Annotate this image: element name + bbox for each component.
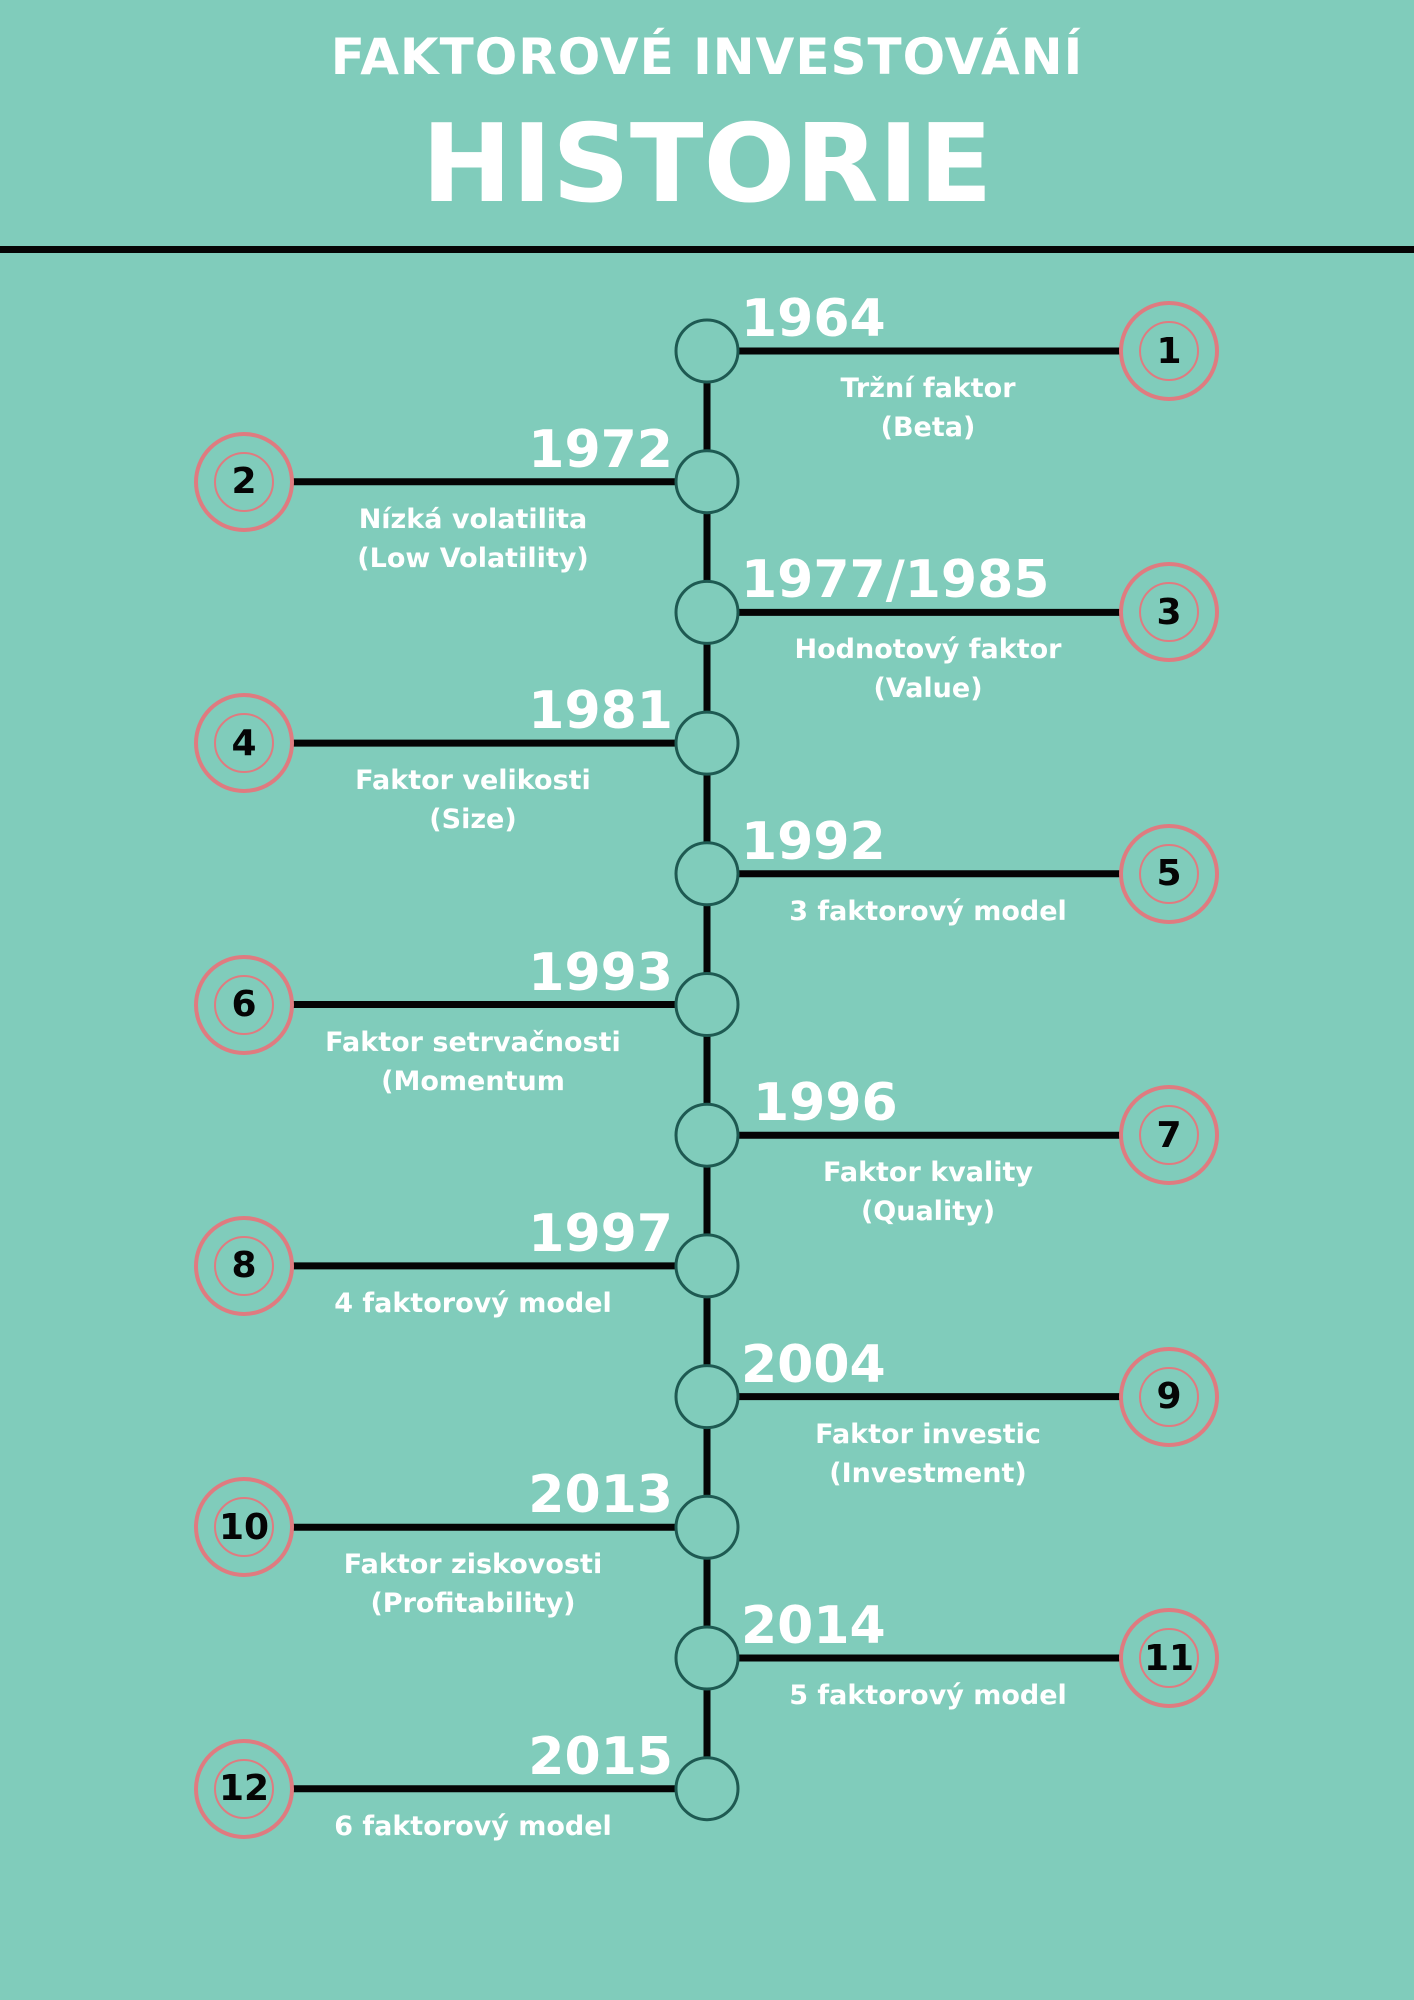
header-subtitle: FAKTOROVÉ INVESTOVÁNÍ — [330, 28, 1084, 86]
event-number-badge: 5 — [1119, 823, 1219, 924]
event-description-line: (Investment) — [829, 1457, 1027, 1489]
timeline-node — [674, 841, 740, 907]
event-year: 2015 — [528, 1726, 673, 1787]
event-number-badge: 8 — [194, 1215, 294, 1316]
event-number-badge: 3 — [1119, 562, 1219, 663]
timeline-node — [674, 449, 740, 515]
header-divider — [0, 246, 1414, 253]
event-number-badge: 10 — [194, 1477, 294, 1578]
timeline-node — [674, 1494, 740, 1560]
event-description: Nízká volatilita (Low Volatility) — [283, 500, 663, 578]
event-description-line: (Profitability) — [370, 1588, 576, 1620]
event-number: 6 — [214, 974, 274, 1035]
event-description: Tržní faktor (Beta) — [738, 369, 1118, 447]
event-number: 9 — [1139, 1366, 1199, 1427]
event-year: 1964 — [741, 289, 886, 349]
event-description: 5 faktorový model — [738, 1676, 1118, 1715]
event-number-badge: 2 — [194, 431, 294, 532]
event-number-badge: 1 — [1119, 301, 1219, 401]
event-description: Faktor setrvačnosti (Momentum — [283, 1023, 663, 1101]
event-description-line: Nízká volatilita — [358, 503, 588, 535]
event-description-line: (Momentum — [381, 1065, 565, 1097]
event-description: Faktor ziskovosti (Profitability) — [283, 1545, 663, 1623]
timeline-node — [674, 1364, 740, 1430]
event-number-badge: 9 — [1119, 1346, 1219, 1447]
timeline-node — [674, 579, 740, 645]
timeline-node — [674, 1233, 740, 1299]
event-year: 1993 — [528, 942, 673, 1003]
event-description: Faktor investic (Investment) — [738, 1415, 1118, 1493]
event-description: 4 faktorový model — [283, 1284, 663, 1323]
event-number: 8 — [214, 1235, 274, 1296]
event-year: 1981 — [528, 681, 673, 742]
event-number: 4 — [214, 713, 274, 774]
event-year: 2013 — [528, 1465, 673, 1526]
timeline-node — [674, 710, 740, 776]
event-description-line: Hodnotový faktor — [794, 634, 1062, 666]
timeline-node — [674, 1756, 740, 1822]
event-year: 1997 — [528, 1203, 673, 1264]
event-description-line: (Beta) — [880, 412, 976, 443]
event-number: 10 — [214, 1497, 274, 1558]
timeline-node — [674, 318, 740, 384]
event-description: 6 faktorový model — [283, 1807, 663, 1846]
event-description-line: Faktor investic — [815, 1418, 1041, 1450]
event-description-line: (Value) — [873, 673, 983, 705]
event-year: 1996 — [753, 1073, 898, 1134]
event-number: 3 — [1139, 582, 1199, 643]
event-description-line: Faktor kvality — [822, 1157, 1033, 1189]
event-description-line: Faktor velikosti — [355, 765, 591, 797]
event-year: 1972 — [528, 419, 673, 480]
event-description: Faktor kvality (Quality) — [738, 1153, 1118, 1231]
event-number: 2 — [214, 451, 274, 512]
event-number-badge: 4 — [194, 693, 294, 794]
event-description-line: 6 faktorový model — [334, 1810, 612, 1842]
event-number: 7 — [1139, 1105, 1199, 1166]
event-description-line: 4 faktorový model — [334, 1287, 612, 1319]
event-number-badge: 12 — [194, 1738, 294, 1839]
event-number-badge: 7 — [1119, 1085, 1219, 1186]
event-number: 12 — [214, 1758, 274, 1819]
timeline-node — [674, 1625, 740, 1691]
event-description: 3 faktorový model — [738, 892, 1118, 931]
event-number: 11 — [1139, 1628, 1199, 1688]
event-description-line: (Low Volatility) — [357, 542, 589, 574]
event-year: 2004 — [741, 1334, 886, 1395]
event-description-line: 5 faktorový model — [789, 1680, 1067, 1711]
event-number: 1 — [1139, 321, 1199, 381]
event-description-line: Faktor setrvačnosti — [325, 1026, 621, 1058]
event-description: Hodnotový faktor (Value) — [738, 630, 1118, 708]
timeline-node — [674, 972, 740, 1037]
event-description-line: 3 faktorový model — [789, 895, 1067, 927]
event-year: 2014 — [741, 1596, 886, 1656]
event-number-badge: 6 — [194, 954, 294, 1055]
event-description-line: Faktor ziskovosti — [343, 1549, 603, 1581]
event-year: 1992 — [741, 811, 886, 872]
event-description: Faktor velikosti (Size) — [283, 761, 663, 839]
event-number: 5 — [1139, 843, 1199, 904]
event-number-badge: 11 — [1119, 1608, 1219, 1708]
page-title: HISTORIE — [421, 102, 993, 227]
event-description-line: (Quality) — [860, 1196, 996, 1228]
timeline-node — [674, 1102, 740, 1168]
event-description-line: (Size) — [429, 804, 517, 836]
event-year: 1977/1985 — [741, 550, 1050, 611]
event-description-line: Tržní faktor — [840, 373, 1016, 404]
